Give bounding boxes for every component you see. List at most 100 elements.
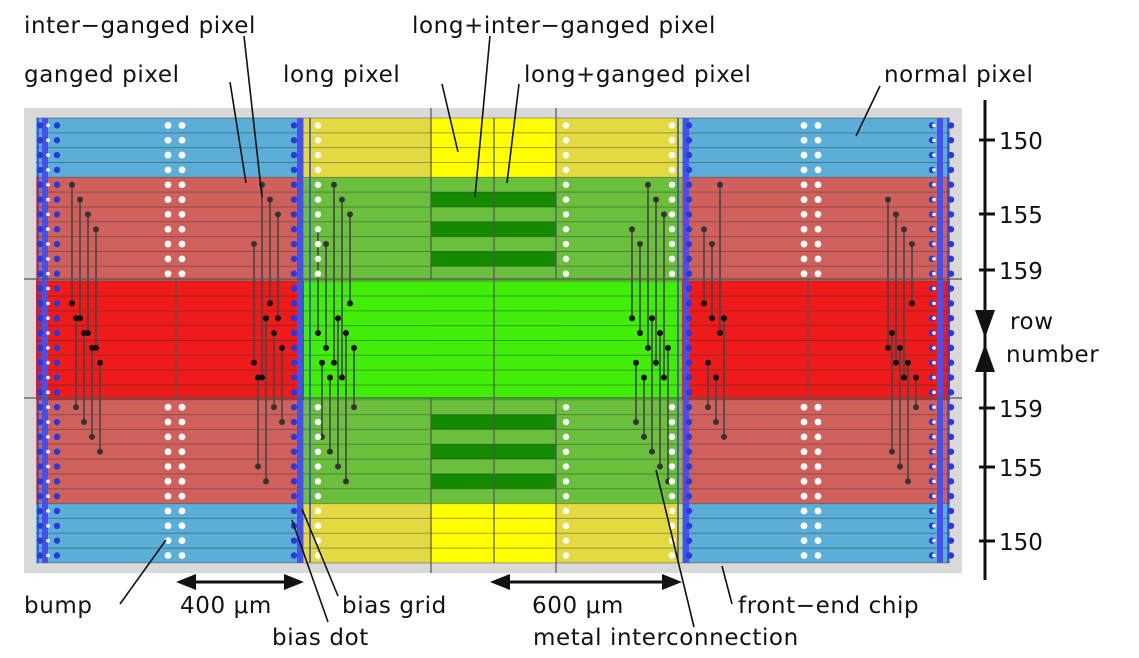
bump-dot xyxy=(800,210,808,218)
bias-dot xyxy=(36,181,44,188)
dimension-arrows xyxy=(176,574,682,590)
wire-end xyxy=(721,433,727,440)
bias-dot xyxy=(290,344,298,352)
wire-end xyxy=(901,374,907,381)
bump-dot xyxy=(314,122,322,129)
bias-dot xyxy=(947,255,955,263)
bump-dot xyxy=(800,403,808,411)
bias-dot xyxy=(290,300,298,307)
bump-dot xyxy=(800,136,808,144)
label-long-pixel: long pixel xyxy=(283,62,400,88)
bump-dot xyxy=(814,492,822,500)
wire-end xyxy=(315,330,321,337)
bump-dot xyxy=(562,478,570,485)
bias-dot xyxy=(947,240,955,248)
bias-dot xyxy=(947,478,955,485)
pixel-row-right xyxy=(682,384,950,400)
bump-dot xyxy=(178,433,186,441)
bump-dot xyxy=(314,478,322,485)
bump-dot xyxy=(814,552,822,559)
bias-dot-center xyxy=(46,524,50,528)
bias-dot xyxy=(685,211,693,218)
bias-dot xyxy=(53,463,61,470)
label-600-um: 600 μm xyxy=(532,593,624,619)
bias-dot xyxy=(290,240,298,248)
bias-dot xyxy=(685,181,693,188)
metal-interconnections xyxy=(69,181,919,485)
bias-dot xyxy=(947,285,955,292)
bias-dot xyxy=(53,433,61,441)
bump-dot xyxy=(178,166,186,174)
bias-dot xyxy=(36,463,44,470)
bump-dot xyxy=(178,507,186,515)
bias-dot xyxy=(685,403,693,411)
wire-end xyxy=(275,211,281,218)
bias-dot xyxy=(290,137,298,144)
bias-dot xyxy=(36,151,44,159)
bump-dot xyxy=(668,255,676,263)
bias-dot xyxy=(36,211,44,218)
bump-dot xyxy=(562,181,570,188)
bump-dot xyxy=(800,477,808,485)
label-bump: bump xyxy=(24,593,93,619)
wire-end xyxy=(97,359,103,366)
bias-dot xyxy=(36,137,44,144)
bump-dot xyxy=(314,240,322,248)
bump-dot xyxy=(800,448,808,456)
wire-end xyxy=(267,196,273,203)
bump-dot xyxy=(178,240,186,248)
bias-dot xyxy=(685,285,693,292)
bias-dot-center xyxy=(46,553,50,558)
bump-dot xyxy=(178,552,186,559)
bias-dot xyxy=(53,537,61,544)
bump-dot xyxy=(562,137,570,144)
bump-dot xyxy=(562,522,570,530)
bias-dot xyxy=(947,448,955,455)
bias-dot-center xyxy=(932,464,936,469)
row-tick-155-bottom: 155 xyxy=(999,456,1043,482)
bias-dot-center xyxy=(46,242,50,246)
wire-end xyxy=(889,448,895,455)
wire-end xyxy=(327,448,333,455)
bump-dot xyxy=(314,403,322,411)
bias-dot xyxy=(685,344,693,352)
bump-dot xyxy=(668,211,676,218)
bias-dot xyxy=(53,448,61,455)
bump-dot xyxy=(562,463,570,470)
bias-dot-center xyxy=(46,420,50,424)
bias-dot-center xyxy=(46,212,50,217)
bump-dot xyxy=(178,122,186,129)
bias-dot xyxy=(53,522,61,530)
wire-end xyxy=(327,374,333,381)
bias-dot xyxy=(36,478,44,485)
bias-dot-center xyxy=(46,494,50,498)
row-number-axis: 150 155 159 159 155 150 row number xyxy=(975,100,1099,580)
bias-dot xyxy=(290,122,298,129)
bias-dot xyxy=(290,359,298,366)
wire-end xyxy=(335,315,341,322)
bias-dot-center xyxy=(932,360,936,365)
bias-dot xyxy=(685,492,693,500)
bias-dot xyxy=(947,537,955,544)
bias-dot xyxy=(290,329,298,337)
wire-end xyxy=(645,181,651,188)
bias-dot xyxy=(53,492,61,500)
bump-dot xyxy=(178,210,186,218)
bias-dot-center xyxy=(932,375,936,380)
bias-dot-center xyxy=(46,538,50,543)
wire-end xyxy=(901,226,907,233)
bump-dot xyxy=(562,552,570,559)
bump-dot xyxy=(178,270,186,278)
bump-dot xyxy=(814,166,822,174)
bias-dot xyxy=(290,418,298,426)
bias-dot xyxy=(947,522,955,530)
bias-dot-center xyxy=(46,346,50,350)
bias-grid-line xyxy=(297,118,303,563)
bias-dot xyxy=(290,448,298,455)
wire-end xyxy=(641,374,647,381)
bias-dot-center xyxy=(932,509,936,513)
bias-dot-center xyxy=(932,301,936,306)
bump-dot xyxy=(814,255,822,263)
bias-dot-center xyxy=(46,360,50,365)
